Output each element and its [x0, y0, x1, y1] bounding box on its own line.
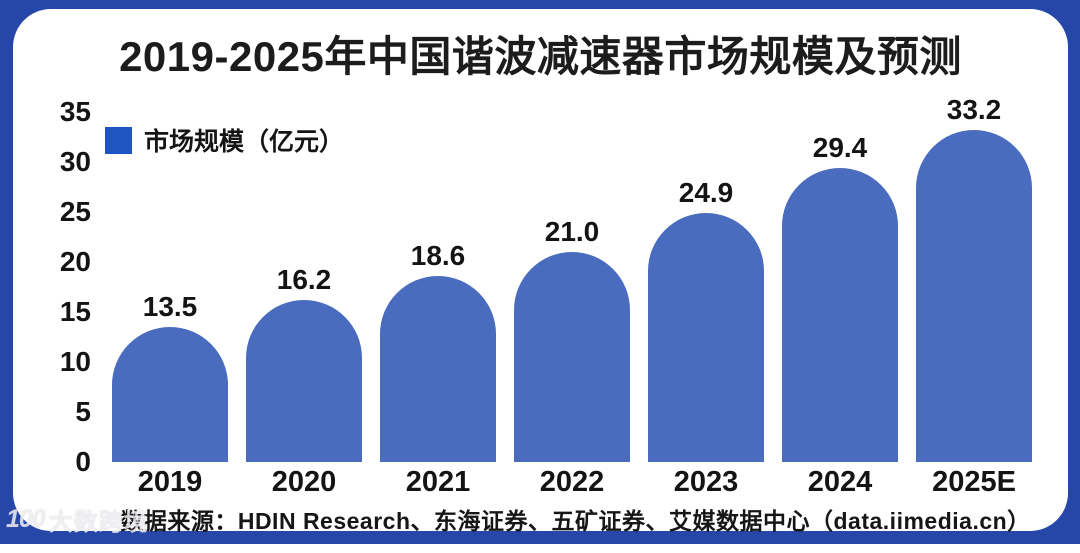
x-tick-label: 2021	[371, 465, 505, 499]
bar-value-label: 13.5	[103, 291, 237, 323]
x-tick-label: 2025E	[907, 465, 1041, 499]
bar-value-label: 18.6	[371, 240, 505, 272]
bar-value-label: 16.2	[237, 264, 371, 296]
bar-value-label: 21.0	[505, 216, 639, 248]
y-tick-label: 10	[39, 347, 91, 377]
x-tick-label: 2024	[773, 465, 907, 499]
bar-2020	[246, 300, 362, 462]
y-tick-label: 20	[39, 247, 91, 277]
bar-value-label: 33.2	[907, 94, 1041, 126]
y-tick-label: 0	[39, 447, 91, 477]
x-tick-label: 2022	[505, 465, 639, 499]
bar-slot: 16.2	[237, 112, 371, 462]
bar-value-label: 29.4	[773, 132, 907, 164]
bar-2025E	[916, 130, 1032, 462]
bar-2019	[112, 327, 228, 462]
y-tick-label: 30	[39, 147, 91, 177]
y-tick-label: 5	[39, 397, 91, 427]
bar-value-label: 24.9	[639, 177, 773, 209]
y-tick-label: 35	[39, 97, 91, 127]
x-tick-label: 2020	[237, 465, 371, 499]
bar-slot: 33.2	[907, 112, 1041, 462]
bar-2021	[380, 276, 496, 462]
y-axis: 0 5 10 15 20 25 30 35	[39, 9, 91, 553]
source-note: 数据来源：HDIN Research、东海证券、五矿证券、艾媒数据中心（data…	[103, 502, 1048, 536]
bar-slot: 13.5	[103, 112, 237, 462]
y-tick-label: 25	[39, 197, 91, 227]
chart-title: 2019-2025年中国谐波减速器市场规模及预测	[13, 23, 1068, 84]
y-tick-label: 15	[39, 297, 91, 327]
x-tick-label: 2023	[639, 465, 773, 499]
bar-slot: 18.6	[371, 112, 505, 462]
bar-slot: 21.0	[505, 112, 639, 462]
bar-2022	[514, 252, 630, 462]
bar-slot: 24.9	[639, 112, 773, 462]
bar-2024	[782, 168, 898, 462]
bar-slot: 29.4	[773, 112, 907, 462]
x-tick-label: 2019	[103, 465, 237, 499]
bar-2023	[648, 213, 764, 462]
